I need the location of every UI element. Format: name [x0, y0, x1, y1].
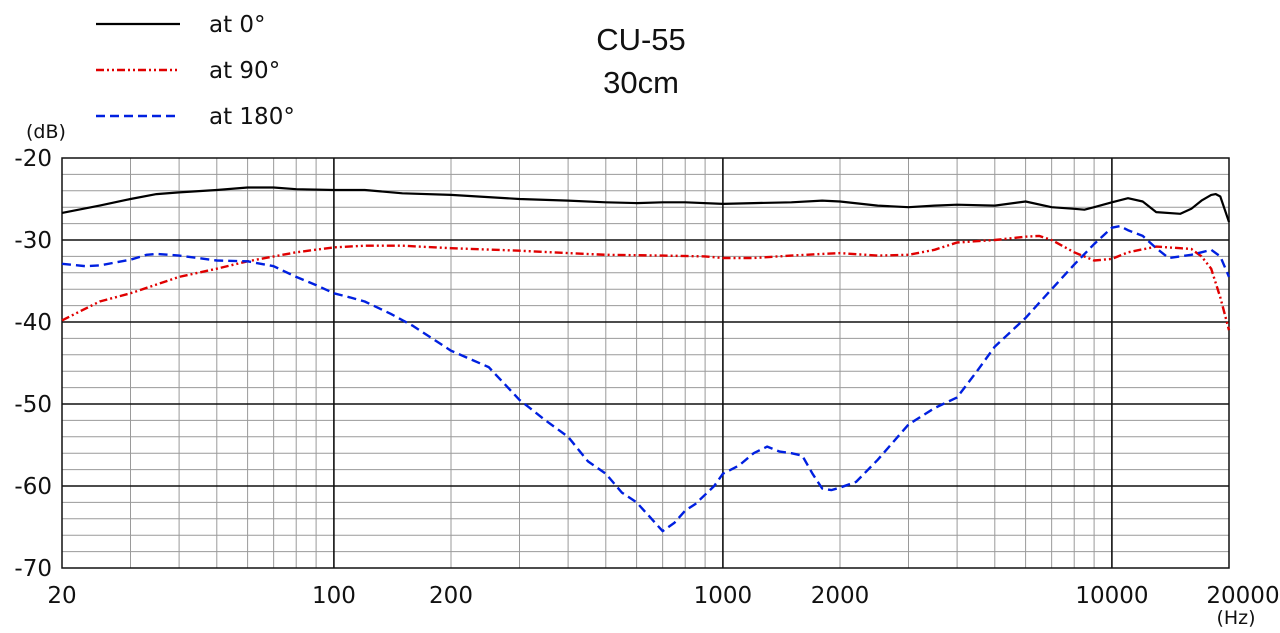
y-tick-label: -50: [14, 392, 52, 418]
y-tick-labels: -20 -30 -40 -50 -60 -70: [14, 146, 52, 582]
legend-label-2: at 90°: [209, 58, 280, 84]
series-line-1: [61, 186, 1231, 223]
plot-frame: [61, 157, 1230, 569]
x-tick-label: 100: [312, 583, 356, 609]
y-tick-label: -40: [14, 310, 52, 336]
y-tick-label: -20: [14, 146, 52, 172]
x-axis-unit: (Hz): [1216, 607, 1255, 629]
y-axis-unit: (dB): [26, 121, 66, 143]
x-tick-label: 10000: [1075, 583, 1148, 609]
x-tick-label: 1000: [694, 583, 753, 609]
legend-label-1: at 0°: [209, 12, 266, 38]
x-tick-labels: 20 100 200 1000 2000 10000 20000: [47, 583, 1279, 609]
chart-title: CU-55: [596, 22, 686, 57]
chart-subtitle: 30cm: [603, 65, 679, 100]
x-tick-label: 20: [47, 583, 76, 609]
y-tick-label: -30: [14, 228, 52, 254]
y-tick-label: -70: [14, 556, 52, 582]
series-line-2: [61, 234, 1231, 331]
series-lines: [61, 186, 1231, 533]
series-line-3: [61, 224, 1231, 533]
x-tick-label: 20000: [1206, 583, 1279, 609]
legend: at 0° at 90° at 180°: [96, 12, 295, 130]
x-tick-label: 2000: [811, 583, 870, 609]
legend-label-3: at 180°: [209, 104, 295, 130]
x-tick-label: 200: [429, 583, 473, 609]
major-gridlines: [62, 158, 1229, 568]
minor-gridlines: [62, 158, 1229, 568]
y-tick-label: -60: [14, 474, 52, 500]
